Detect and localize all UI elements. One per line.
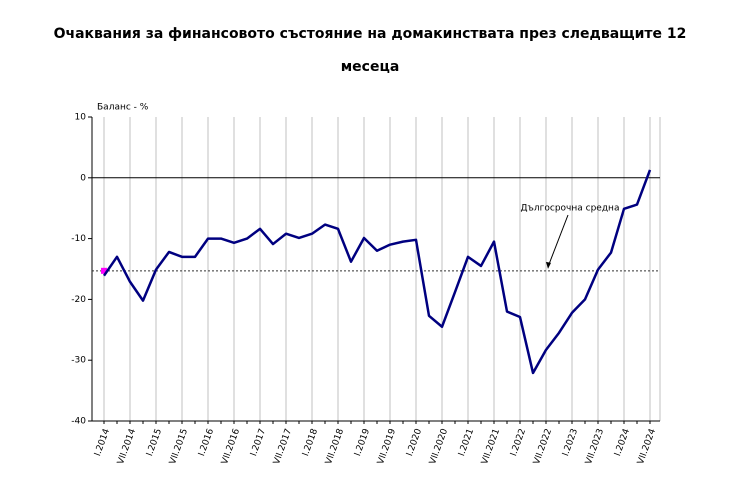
x-tick-label: I.2017 (249, 427, 268, 457)
x-tick-label: VII.2024 (636, 427, 658, 466)
y-tick-label: 10 (75, 113, 87, 123)
average-marker (101, 267, 107, 274)
x-tick-label: I.2014 (93, 427, 112, 457)
x-tick-label: I.2021 (457, 427, 476, 457)
y-tick-label: -40 (71, 417, 86, 427)
x-tick-label: I.2022 (509, 427, 528, 457)
annotation-arrow (547, 214, 569, 268)
annotation: Дългосрочна средна (521, 204, 620, 214)
x-tick-label: VII.2016 (220, 427, 242, 466)
x-tick-label: I.2019 (353, 427, 372, 457)
x-tick-label: VII.2017 (272, 427, 294, 465)
data-line (102, 169, 652, 375)
x-tick-label: VII.2014 (116, 427, 138, 466)
x-tick-label: VII.2023 (584, 427, 606, 465)
x-tick-label: I.2018 (301, 427, 320, 457)
x-tick-label: VII.2018 (324, 427, 346, 466)
x-tick-label: VII.2021 (480, 427, 502, 465)
x-tick-label: I.2016 (197, 427, 216, 457)
y-axis-label: Баланс - % (97, 103, 149, 113)
x-tick-label: I.2015 (145, 427, 164, 457)
x-tick-label: VII.2019 (376, 427, 398, 466)
x-tick-label: VII.2020 (428, 427, 450, 466)
y-tick-label: -30 (71, 356, 86, 366)
x-tick-label: I.2023 (561, 427, 580, 457)
x-tick-label: VII.2015 (168, 427, 190, 465)
annotation-arrowhead (546, 261, 551, 269)
chart-title: Очаквания за финансовото състояние на до… (53, 26, 687, 75)
x-tick-label: I.2024 (613, 427, 632, 457)
y-tick-label: -10 (71, 234, 86, 244)
x-tick-label: VII.2022 (532, 427, 554, 465)
y-tick-label: -20 (71, 295, 86, 305)
x-tick-label: I.2020 (405, 427, 424, 457)
y-tick-label: 0 (80, 173, 86, 183)
